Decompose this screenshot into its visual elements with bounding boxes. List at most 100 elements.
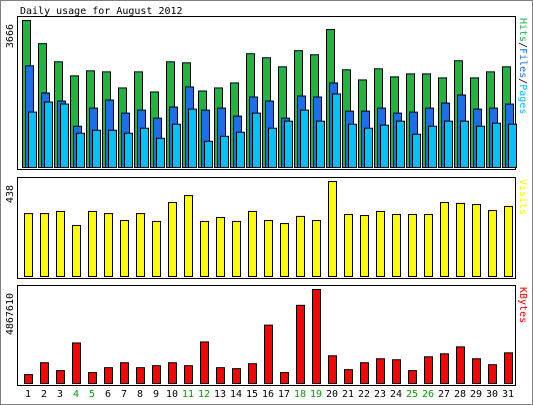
bar	[264, 324, 273, 384]
bar	[40, 213, 49, 278]
x-tick-label: 19	[310, 389, 322, 400]
bar	[216, 367, 225, 385]
bar	[120, 362, 129, 384]
bar	[440, 353, 449, 384]
bar	[188, 108, 197, 168]
bar	[60, 103, 69, 169]
bar	[280, 372, 289, 385]
bar	[300, 109, 309, 168]
x-tick-label: 21	[342, 389, 354, 400]
bar	[104, 367, 113, 385]
legend-entry: Hits	[517, 18, 528, 42]
bar	[440, 202, 449, 278]
bar	[408, 213, 417, 277]
bar	[504, 205, 513, 277]
bar	[252, 112, 261, 168]
x-tick-label: 16	[262, 389, 274, 400]
legend-entry: Visits	[517, 179, 528, 215]
bar	[424, 213, 433, 277]
bar	[316, 120, 325, 168]
x-tick-label: 20	[326, 389, 338, 400]
bar	[492, 122, 501, 168]
x-tick-label: 14	[230, 389, 242, 400]
bar	[396, 120, 405, 168]
bar	[360, 362, 369, 384]
bar	[504, 352, 513, 385]
bar	[428, 125, 437, 168]
legend: Visits	[517, 179, 528, 215]
bar	[220, 135, 229, 169]
bar	[136, 213, 145, 278]
x-tick-label: 10	[166, 389, 178, 400]
bar	[88, 210, 97, 277]
bar	[312, 220, 321, 277]
bar	[216, 217, 225, 277]
bar	[24, 213, 33, 278]
bar	[152, 220, 161, 277]
bar	[408, 370, 417, 385]
bar	[136, 367, 145, 385]
bar	[120, 220, 129, 277]
bar	[76, 132, 85, 168]
bar	[40, 362, 49, 384]
bar	[380, 124, 389, 168]
x-tick-label: 29	[470, 389, 482, 400]
x-tick-label: 11	[182, 389, 194, 400]
bar	[204, 140, 213, 168]
x-tick-label: 30	[486, 389, 498, 400]
bar	[472, 358, 481, 385]
x-tick-label: 8	[137, 389, 143, 400]
x-tick-label: 24	[390, 389, 402, 400]
bar	[508, 123, 517, 169]
legend-entry: KBytes	[517, 287, 528, 323]
bar	[328, 181, 337, 277]
bar	[328, 355, 337, 384]
x-tick-label: 1	[25, 389, 31, 400]
bar	[392, 213, 401, 277]
y-tick-label: 4867610	[5, 293, 16, 335]
bar	[296, 215, 305, 277]
legend-entry: Files	[517, 48, 528, 78]
bar	[332, 93, 341, 168]
bar	[248, 210, 257, 277]
bar	[392, 359, 401, 385]
x-tick-label: 7	[121, 389, 127, 400]
bar	[344, 369, 353, 384]
bar	[140, 127, 149, 169]
bar	[72, 225, 81, 277]
x-tick-label: 17	[278, 389, 290, 400]
bar	[28, 111, 37, 169]
bar	[456, 346, 465, 384]
bar	[104, 213, 113, 278]
bar	[232, 220, 241, 277]
bar	[200, 220, 209, 277]
bar	[268, 127, 277, 169]
x-tick-label: 28	[454, 389, 466, 400]
x-tick-label: 27	[438, 389, 450, 400]
x-tick-label: 26	[422, 389, 434, 400]
bar	[108, 129, 117, 169]
bar	[88, 372, 97, 385]
bar	[44, 101, 53, 168]
bar	[184, 365, 193, 385]
bar	[488, 210, 497, 278]
chart-title: Daily usage for August 2012	[20, 6, 183, 17]
y-tick-label: 438	[5, 185, 16, 203]
x-tick-label: 31	[502, 389, 514, 400]
bar	[248, 363, 257, 384]
x-tick-label: 4	[73, 389, 79, 400]
bar	[24, 374, 33, 384]
bar	[296, 304, 305, 384]
bar	[168, 362, 177, 384]
bar	[152, 365, 161, 385]
bar	[476, 125, 485, 168]
bar	[348, 123, 357, 169]
bar	[168, 202, 177, 278]
bar	[284, 120, 293, 168]
x-tick-label: 6	[105, 389, 111, 400]
bar	[376, 210, 385, 277]
bar	[376, 358, 385, 385]
bar	[92, 129, 101, 169]
bar	[232, 368, 241, 385]
